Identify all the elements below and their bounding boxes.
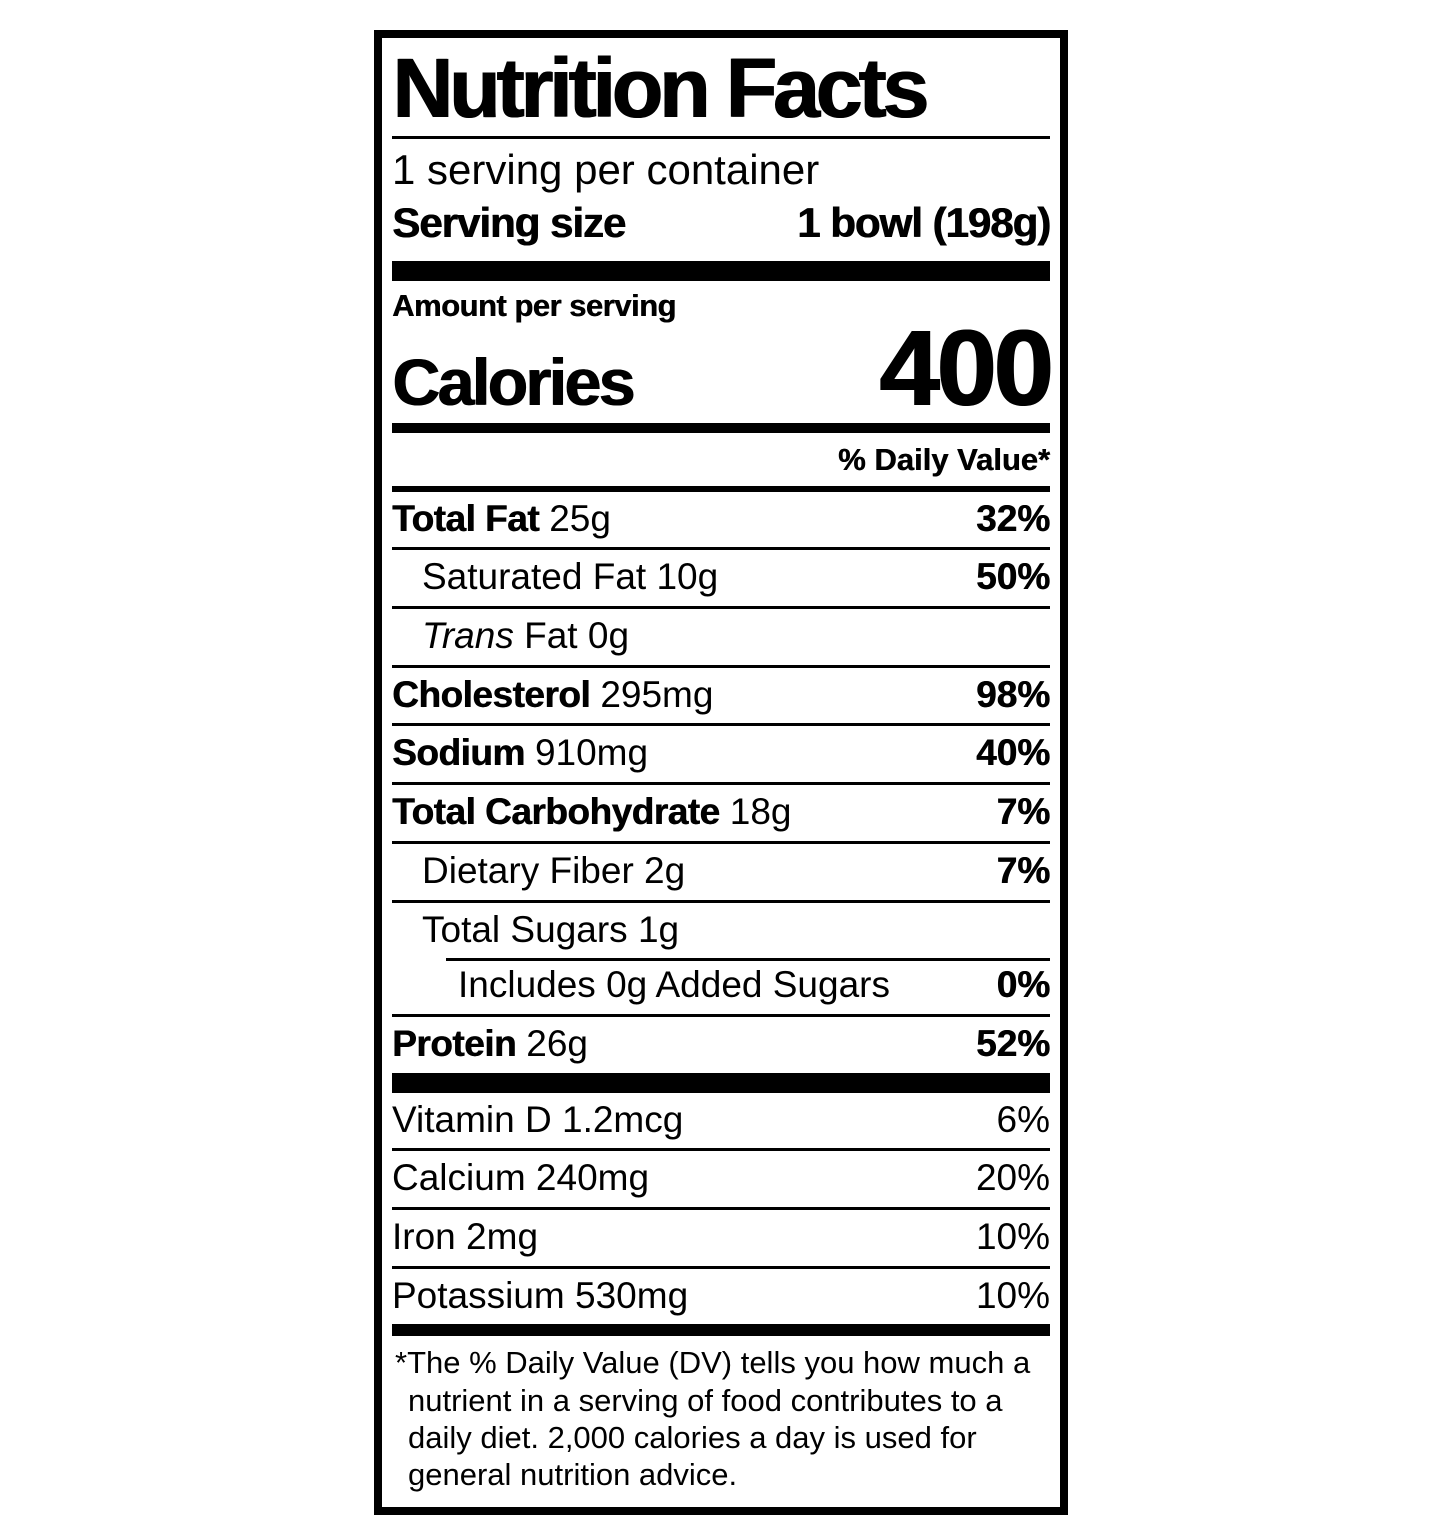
nutrient-name-and-amount: Cholesterol 295mg [392, 673, 714, 716]
nutrient-name-and-amount: Calcium 240mg [392, 1157, 650, 1199]
nutrition-facts-label: Nutrition Facts 1 serving per container … [374, 30, 1068, 1515]
nutrient-name: Includes 0g Added Sugars [458, 964, 890, 1006]
calories-value: 400 [878, 306, 1053, 428]
nutrient-amount: 2g [633, 849, 686, 891]
nutrient-name-and-amount: Trans Fat 0g [422, 615, 630, 657]
divider-thick-protein [392, 1072, 1050, 1093]
calories-row: Calories 400 [392, 306, 1053, 428]
vitamin-row: Potassium 530mg 10% [392, 1265, 1050, 1325]
daily-value-percent: 6% [996, 1098, 1050, 1140]
amount-per-serving-label: Amount per serving [392, 288, 676, 324]
nutrient-amount: 295mg [590, 673, 714, 715]
label-title: Nutrition Facts [392, 38, 1050, 139]
nutrient-name-and-amount: Total Fat 25g [392, 497, 611, 540]
nutrient-amount: 18g [719, 791, 792, 833]
nutrient-row: Total Carbohydrate 18g 7% [392, 782, 1050, 841]
serving-size-row: Serving size 1 bowl (198g) [392, 193, 1051, 261]
divider-thick-top [392, 261, 1050, 282]
vitamin-row: Vitamin D 1.2mcg 6% [392, 1093, 1050, 1149]
nutrient-row: Dietary Fiber 2g 7% [392, 840, 1050, 900]
calories-label: Calories [392, 344, 635, 419]
nutrient-name: Total Fat [392, 497, 539, 539]
daily-value-percent: 50% [975, 556, 1050, 598]
nutrient-name-and-amount: Total Sugars 1g [422, 908, 680, 951]
daily-value-percent: 10% [975, 1215, 1050, 1257]
nutrient-amount: 530mg [564, 1274, 689, 1316]
nutrient-row: Includes 0g Added Sugars 0% [392, 958, 1050, 1014]
daily-value-percent: 98% [975, 673, 1050, 715]
daily-value-percent: 52% [975, 1022, 1050, 1064]
daily-value-percent: 40% [975, 732, 1050, 774]
nutrient-name-and-amount: Saturated Fat 10g [422, 557, 718, 598]
nutrient-name: Cholesterol [392, 673, 591, 715]
nutrient-row: Total Fat 25g 32% [392, 492, 1050, 548]
nutrient-name-and-amount: Sodium 910mg [392, 733, 648, 774]
nutrient-amount: 910mg [524, 732, 649, 774]
footnote: *The % Daily Value (DV) tells you how mu… [395, 1345, 1031, 1492]
nutrient-amount: 2mg [455, 1215, 539, 1257]
vitamin-rows: Vitamin D 1.2mcg 6% Calcium 240mg 20% Iron 2… [392, 1093, 1050, 1325]
nutrient-row: Protein 26g 52% [392, 1013, 1050, 1073]
daily-value-percent: 7% [996, 849, 1050, 891]
daily-value-percent: 0% [996, 964, 1050, 1006]
nutrient-name-and-amount: Protein 26g [392, 1022, 588, 1065]
nutrient-name: Calcium [392, 1157, 526, 1199]
nutrient-row: Cholesterol 295mg 98% [392, 664, 1050, 724]
serving-size-label: Serving size [392, 199, 626, 247]
nutrient-name: Dietary Fiber [422, 849, 634, 891]
nutrient-name-and-amount: Vitamin D 1.2mcg [392, 1098, 684, 1141]
nutrient-name-and-amount: Dietary Fiber 2g [422, 849, 686, 892]
nutrient-amount: 240mg [525, 1157, 650, 1199]
divider-medium-bottom [392, 1324, 1050, 1337]
nutrient-name: Saturated Fat [422, 556, 647, 598]
daily-value-percent: 10% [975, 1274, 1050, 1316]
nutrient-row: Sodium 910mg 40% [392, 723, 1050, 782]
daily-value-percent: 7% [996, 791, 1050, 833]
vitamin-row: Calcium 240mg 20% [392, 1148, 1050, 1207]
nutrient-name: Potassium [392, 1274, 565, 1316]
nutrient-rows: Total Fat 25g 32% Saturated Fat 10g 50% Tran… [392, 492, 1050, 1073]
nutrient-name: Total Carbohydrate [392, 791, 720, 833]
nutrient-name: Protein [392, 1022, 516, 1064]
daily-value-header: % Daily Value* [392, 433, 1050, 492]
nutrient-row: Trans Fat 0g [392, 606, 1050, 665]
vitamin-row: Iron 2mg 10% [392, 1206, 1050, 1266]
nutrient-row: Saturated Fat 10g 50% [392, 547, 1050, 606]
nutrient-amount: 1g [627, 908, 680, 950]
daily-value-percent: 32% [975, 497, 1050, 539]
nutrient-name: Trans Fat [422, 615, 578, 657]
nutrient-name-and-amount: Potassium 530mg [392, 1274, 689, 1317]
nutrient-amount: 25g [538, 497, 611, 539]
daily-value-percent: 20% [975, 1157, 1050, 1199]
nutrient-name-and-amount: Iron 2mg [392, 1215, 539, 1258]
nutrient-row: Total Sugars 1g [392, 899, 1050, 959]
servings-per-container: 1 serving per container [392, 146, 820, 193]
serving-size-value: 1 bowl (198g) [796, 199, 1051, 247]
nutrient-name-and-amount: Includes 0g Added Sugars [458, 964, 890, 1006]
nutrient-name: Sodium [392, 732, 525, 774]
nutrient-amount: 1.2mcg [551, 1098, 684, 1140]
nutrient-name: Vitamin D [392, 1098, 552, 1140]
nutrient-amount: 26g [515, 1022, 588, 1064]
page-background: { "colors": { "text": "#000000", "backgr… [374, 30, 1068, 1515]
nutrient-amount: 10g [646, 556, 719, 598]
nutrient-name: Total Sugars [422, 908, 628, 950]
nutrient-name: Iron [392, 1215, 456, 1257]
divider-medium-calories [392, 422, 1050, 433]
nutrient-amount: 0g [577, 615, 630, 657]
nutrient-name-and-amount: Total Carbohydrate 18g [392, 791, 792, 833]
